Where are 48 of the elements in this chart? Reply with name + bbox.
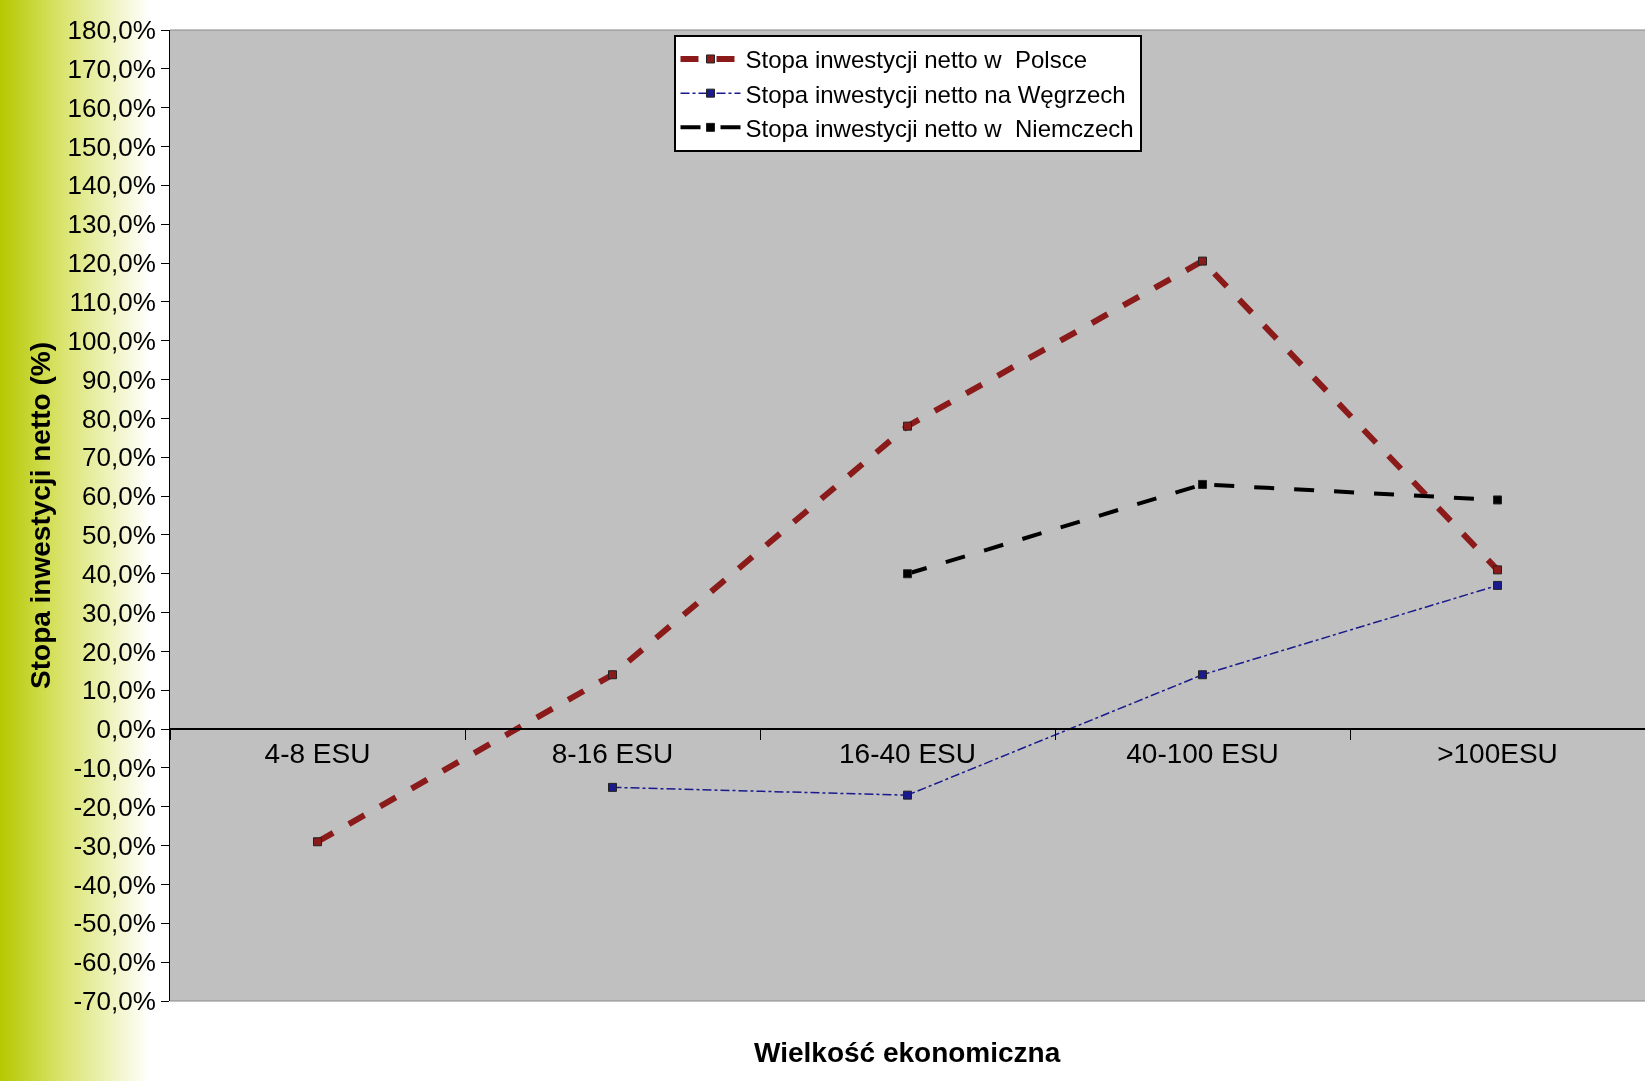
point — [313, 837, 322, 847]
legend-label: Stopa inwestycji netto w Polsce — [745, 46, 1087, 74]
y-tick-label: 30,0% — [82, 597, 156, 628]
point — [1198, 479, 1207, 489]
y-tick-label: 20,0% — [82, 636, 156, 667]
y-tick-label: -50,0% — [73, 908, 156, 939]
y-tick-label: 0,0% — [96, 714, 156, 745]
point — [608, 670, 617, 680]
point — [1493, 495, 1502, 505]
y-tick-label: 60,0% — [82, 481, 156, 512]
y-tick-label: -40,0% — [73, 869, 156, 900]
point — [1198, 256, 1207, 266]
y-tick-label: 140,0% — [67, 170, 156, 201]
y-tick-label: 90,0% — [82, 364, 156, 395]
legend-label: Stopa inwestycji netto na Węgrzech — [745, 80, 1126, 108]
y-tick-label: -10,0% — [73, 753, 156, 784]
y-tick-label: 40,0% — [82, 558, 156, 589]
point — [608, 782, 617, 792]
y-tick-label: -20,0% — [73, 791, 156, 822]
y-tick-label: 110,0% — [69, 286, 156, 317]
point — [1493, 565, 1502, 575]
y-axis-title: Stopa inwestycji netto (%) — [25, 342, 57, 689]
y-tick-label: -70,0% — [73, 986, 156, 1017]
x-tick-label: 40-100 ESU — [1126, 738, 1279, 770]
y-tick-label: 70,0% — [82, 442, 156, 473]
legend-label: Stopa inwestycji netto w Niemczech — [745, 114, 1134, 142]
x-tick-label: 8-16 ESU — [551, 738, 674, 770]
y-tick-label: 80,0% — [82, 403, 156, 434]
x-tick-label: 16-40 ESU — [839, 738, 976, 770]
point — [1493, 580, 1502, 590]
y-tick-label: 180,0% — [67, 15, 156, 46]
y-tick-label: 50,0% — [82, 520, 156, 551]
y-tick-label: -60,0% — [73, 947, 156, 978]
x-tick-label: >100ESU — [1437, 738, 1558, 770]
x-tick-label: 4-8 ESU — [264, 738, 371, 770]
y-tick-label: 120,0% — [67, 248, 156, 279]
y-tick-label: 100,0% — [67, 325, 156, 356]
y-tick-label: 160,0% — [67, 92, 156, 123]
point — [903, 569, 912, 579]
x-axis-title: Wielkość ekonomiczna — [754, 1037, 1061, 1068]
y-tick-label: -30,0% — [73, 830, 156, 861]
y-tick-label: 10,0% — [82, 675, 156, 706]
point — [903, 790, 912, 800]
point — [903, 421, 912, 431]
point — [1198, 670, 1207, 680]
y-tick-label: 170,0% — [67, 53, 156, 84]
y-tick-label: 130,0% — [67, 209, 156, 240]
y-tick-label: 150,0% — [67, 131, 156, 162]
